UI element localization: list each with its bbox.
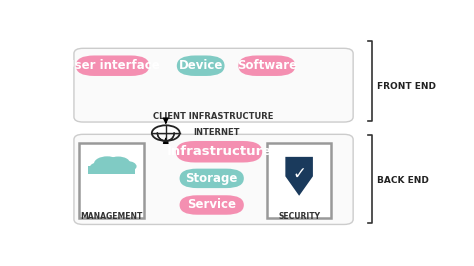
FancyBboxPatch shape <box>80 143 144 218</box>
Text: Software: Software <box>237 59 297 72</box>
Text: SECURITY: SECURITY <box>278 212 320 221</box>
Text: INTERNET: INTERNET <box>193 128 240 137</box>
Text: Infrastructure: Infrastructure <box>166 145 272 158</box>
FancyBboxPatch shape <box>267 143 331 218</box>
FancyBboxPatch shape <box>76 56 149 76</box>
Text: CLIENT INFRASTRUCTURE: CLIENT INFRASTRUCTURE <box>154 113 273 121</box>
Text: Storage: Storage <box>185 172 238 185</box>
Text: MANAGEMENT: MANAGEMENT <box>81 212 143 221</box>
FancyBboxPatch shape <box>74 48 353 122</box>
Text: Service: Service <box>187 198 236 211</box>
FancyBboxPatch shape <box>74 134 353 225</box>
FancyBboxPatch shape <box>177 56 225 76</box>
Circle shape <box>118 161 137 172</box>
FancyBboxPatch shape <box>88 166 136 174</box>
Text: ✓: ✓ <box>292 165 306 183</box>
Circle shape <box>107 156 130 170</box>
Text: FRONT END: FRONT END <box>377 82 436 91</box>
FancyBboxPatch shape <box>176 141 262 163</box>
FancyBboxPatch shape <box>180 169 244 188</box>
Text: BACK END: BACK END <box>377 176 429 185</box>
Polygon shape <box>285 157 313 196</box>
Circle shape <box>90 162 110 173</box>
Text: User interface: User interface <box>65 59 160 72</box>
Text: Device: Device <box>179 59 223 72</box>
Circle shape <box>94 156 120 171</box>
FancyBboxPatch shape <box>180 195 244 215</box>
FancyBboxPatch shape <box>238 56 295 76</box>
